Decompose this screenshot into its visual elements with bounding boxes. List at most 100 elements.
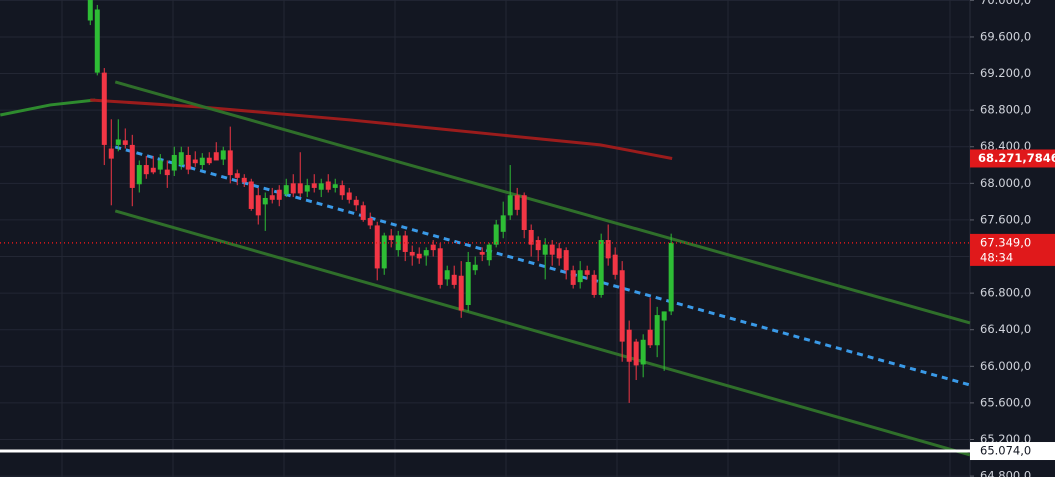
y-tick-label: 66.800,0 <box>980 286 1031 300</box>
candle-body <box>507 195 513 216</box>
indicator-line <box>114 145 971 387</box>
candle-body <box>556 248 562 259</box>
candle-body <box>241 177 247 183</box>
candle-body <box>94 9 100 73</box>
candle-body <box>612 254 618 275</box>
candle-body <box>444 270 450 280</box>
candle-body <box>493 224 499 245</box>
y-tick-label: 64.800,0 <box>980 469 1031 477</box>
candle-body <box>311 183 317 188</box>
candle-body <box>143 165 149 175</box>
candle-body <box>409 251 415 256</box>
candle-body <box>598 240 604 295</box>
candle-body <box>521 195 527 230</box>
candle-body <box>514 195 520 210</box>
candle-body <box>276 189 282 200</box>
candle-body <box>164 169 170 176</box>
candle-body <box>87 0 93 21</box>
y-tick-label: 68.000,0 <box>980 176 1031 190</box>
candle-body <box>542 244 548 255</box>
candle-body <box>374 225 380 269</box>
candle-body <box>255 195 261 216</box>
candle-body <box>178 152 184 166</box>
candle-body <box>346 192 352 200</box>
candle-body <box>360 205 366 220</box>
candle-body <box>227 150 233 176</box>
indicator-line <box>114 209 971 457</box>
candle-body <box>423 250 429 256</box>
indicator-label: 68.271,78465 <box>978 151 1055 165</box>
candle-body <box>234 173 240 178</box>
countdown-label: 48:34 <box>980 250 1013 264</box>
candle-body <box>402 235 408 252</box>
candle-body <box>262 197 268 205</box>
candle-body <box>451 274 457 285</box>
candle-body <box>479 251 485 255</box>
candle-body <box>332 184 338 188</box>
candle-body <box>626 329 632 362</box>
indicator-line <box>114 80 971 325</box>
candle-body <box>185 154 191 170</box>
y-tick-label: 66.400,0 <box>980 322 1031 336</box>
candle-body <box>416 253 422 259</box>
candle-body <box>290 183 296 194</box>
candle-body <box>248 181 254 209</box>
candle-body <box>269 195 275 200</box>
candle-body <box>150 167 156 173</box>
candle-body <box>668 242 674 312</box>
candle-body <box>101 72 107 145</box>
candle-body <box>486 244 492 261</box>
candle-body <box>157 160 163 170</box>
price-label-box <box>970 442 1055 461</box>
candle-body <box>304 185 310 192</box>
candle-body <box>199 157 205 166</box>
candle-body <box>654 315 660 346</box>
indicator-label-box <box>970 149 1055 168</box>
candle-body <box>577 270 583 283</box>
y-tick-label: 69.200,0 <box>980 66 1031 80</box>
indicator-line <box>0 98 96 117</box>
candle-body <box>283 185 289 195</box>
candle-body <box>430 244 436 251</box>
candle-body <box>339 185 345 196</box>
candle-body <box>108 148 114 159</box>
candle-body <box>633 341 639 366</box>
y-tick-label: 65.600,0 <box>980 395 1031 409</box>
candle-body <box>605 240 611 259</box>
candle-body <box>458 275 464 311</box>
candle-body <box>584 270 590 275</box>
y-tick-label: 66.000,0 <box>980 359 1031 373</box>
y-tick-label: 70.000,0 <box>980 0 1031 7</box>
candle-body <box>136 165 142 185</box>
y-tick-label: 68.800,0 <box>980 103 1031 117</box>
candle-body <box>535 240 541 251</box>
candle-body <box>206 157 212 164</box>
y-tick-label: 69.600,0 <box>980 29 1031 43</box>
candle-body <box>325 181 331 190</box>
candle-body <box>381 235 387 269</box>
indicator-line <box>90 98 673 160</box>
candle-body <box>367 218 373 226</box>
vertical-grid <box>61 0 951 477</box>
price-label: 67.349,0 <box>980 235 1031 249</box>
candle-body <box>640 339 646 365</box>
candle-body <box>619 270 625 342</box>
price-label: 65.074,0 <box>980 444 1031 458</box>
candle-body <box>115 139 121 145</box>
candle-body <box>528 229 534 245</box>
price-label-box <box>970 233 1055 266</box>
candle-body <box>213 152 219 161</box>
candle-body <box>220 150 226 160</box>
candle-body <box>388 235 394 241</box>
candle-body <box>500 215 506 232</box>
y-tick-label: 67.600,0 <box>980 212 1031 226</box>
candle-body <box>318 183 324 190</box>
candle-body <box>122 140 128 145</box>
candle-body <box>395 235 401 251</box>
candle-body <box>129 144 135 188</box>
candle-body <box>297 183 303 194</box>
candle-body <box>465 262 471 306</box>
